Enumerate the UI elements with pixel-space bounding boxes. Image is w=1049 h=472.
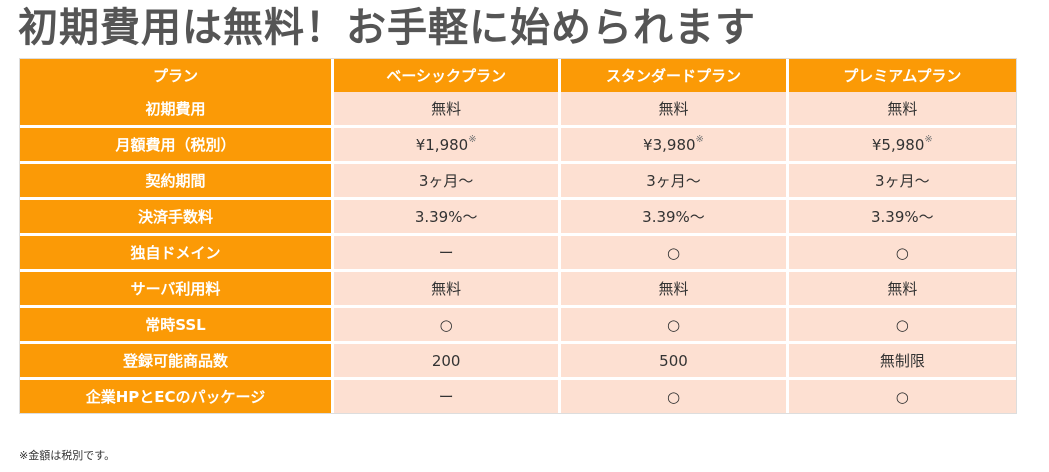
table-cell: 500 (561, 344, 789, 380)
cell-value: 無料 (431, 100, 462, 118)
header-standard-plan: スタンダードプラン (561, 59, 789, 92)
header-plan-label: プラン (20, 59, 334, 92)
cell-value: ○ (895, 387, 909, 406)
table-body: 初期費用 無料 無料 無料 月額費用（税別） ¥1,980※ ¥3,980※ ¥5,980※ 契… (20, 92, 1016, 413)
row-label: 登録可能商品数 (20, 344, 334, 380)
table-cell: 無料 (334, 92, 562, 128)
pricing-table: プラン ベーシックプラン スタンダードプラン プレミアムプラン 初期費用 無料 無料… (19, 58, 1017, 414)
row-label: 常時SSL (20, 308, 334, 344)
row-label: サーバ利用料 (20, 272, 334, 308)
table-cell: 無料 (788, 92, 1016, 128)
cell-value: ¥3,980 (643, 135, 696, 154)
table-cell: 無料 (561, 92, 789, 128)
table-cell: 3.39%〜 (788, 200, 1016, 236)
table-cell: ○ (788, 308, 1016, 344)
header-premium-plan: プレミアムプラン (788, 59, 1016, 92)
row-label: 決済手数料 (20, 200, 334, 236)
cell-value: 無料 (431, 280, 462, 298)
cell-value: 無料 (658, 100, 689, 118)
cell-value: ¥1,980 (415, 135, 469, 154)
cell-value: 3ヶ月〜 (646, 172, 701, 190)
table-row: 独自ドメイン ー ○ ○ (20, 236, 1016, 272)
cell-value: 3.39%〜 (414, 208, 478, 226)
table-row: 決済手数料 3.39%〜 3.39%〜 3.39%〜 (20, 200, 1016, 236)
header-basic-plan: ベーシックプラン (334, 59, 562, 92)
row-label: 企業HPとECのパッケージ (20, 380, 334, 413)
cell-value: 無料 (658, 280, 689, 298)
table-cell: 無料 (788, 272, 1016, 308)
table-cell: 3.39%〜 (561, 200, 789, 236)
note-mark: ※ (695, 133, 704, 145)
row-label: 契約期間 (20, 164, 334, 200)
table-cell: ¥1,980※ (334, 128, 562, 164)
table-cell: ¥3,980※ (561, 128, 789, 164)
cell-value: 200 (431, 351, 461, 370)
cell-value: 3ヶ月〜 (418, 172, 474, 190)
cell-value: 500 (659, 351, 688, 370)
table-header-row: プラン ベーシックプラン スタンダードプラン プレミアムプラン (20, 59, 1016, 92)
cell-value: ー (438, 388, 454, 406)
table-cell: ○ (561, 308, 789, 344)
cell-value: ○ (895, 315, 909, 334)
table-cell: ○ (788, 380, 1016, 413)
table-cell: 無制限 (788, 344, 1016, 380)
table-cell: 3ヶ月〜 (334, 164, 562, 200)
cell-value: ¥5,980 (871, 135, 925, 154)
table-row: 契約期間 3ヶ月〜 3ヶ月〜 3ヶ月〜 (20, 164, 1016, 200)
table-cell: ○ (561, 236, 789, 272)
cell-value: ー (438, 244, 454, 262)
cell-value: ○ (895, 243, 909, 262)
table-row: 企業HPとECのパッケージ ー ○ ○ (20, 380, 1016, 413)
cell-value: 無料 (887, 280, 918, 298)
table-row: 初期費用 無料 無料 無料 (20, 92, 1016, 128)
table-row: 登録可能商品数 200 500 無制限 (20, 344, 1016, 380)
table-cell: 無料 (334, 272, 562, 308)
cell-value: ○ (666, 387, 681, 406)
footnote: ※金額は税別です。 (19, 449, 116, 462)
table-cell: 無料 (561, 272, 789, 308)
cell-value: 3.39%〜 (871, 208, 934, 226)
table-cell: ー (334, 236, 562, 272)
table-cell: ○ (788, 236, 1016, 272)
table-cell: ¥5,980※ (788, 128, 1016, 164)
cell-value: 無料 (887, 100, 918, 118)
table-cell: ○ (334, 308, 562, 344)
table-cell: ー (334, 380, 562, 413)
table-cell: 3ヶ月〜 (561, 164, 789, 200)
cell-value: ○ (666, 315, 681, 334)
row-label: 月額費用（税別） (20, 128, 334, 164)
row-label: 初期費用 (20, 92, 334, 128)
table-row: 常時SSL ○ ○ ○ (20, 308, 1016, 344)
cell-value: ○ (666, 243, 681, 262)
cell-value: 3.39%〜 (642, 208, 705, 226)
cell-value: ○ (439, 315, 453, 334)
note-mark: ※ (924, 133, 933, 145)
row-label: 独自ドメイン (20, 236, 334, 272)
note-mark: ※ (468, 133, 477, 145)
table-cell: 3.39%〜 (334, 200, 562, 236)
table-cell: 3ヶ月〜 (788, 164, 1016, 200)
cell-value: 無制限 (879, 352, 925, 370)
table-row: サーバ利用料 無料 無料 無料 (20, 272, 1016, 308)
cell-value: 3ヶ月〜 (875, 172, 930, 190)
table-cell: 200 (334, 344, 562, 380)
table-row: 月額費用（税別） ¥1,980※ ¥3,980※ ¥5,980※ (20, 128, 1016, 164)
table-cell: ○ (561, 380, 789, 413)
page-title: 初期費用は無料！お手軽に始められます (18, 5, 756, 51)
